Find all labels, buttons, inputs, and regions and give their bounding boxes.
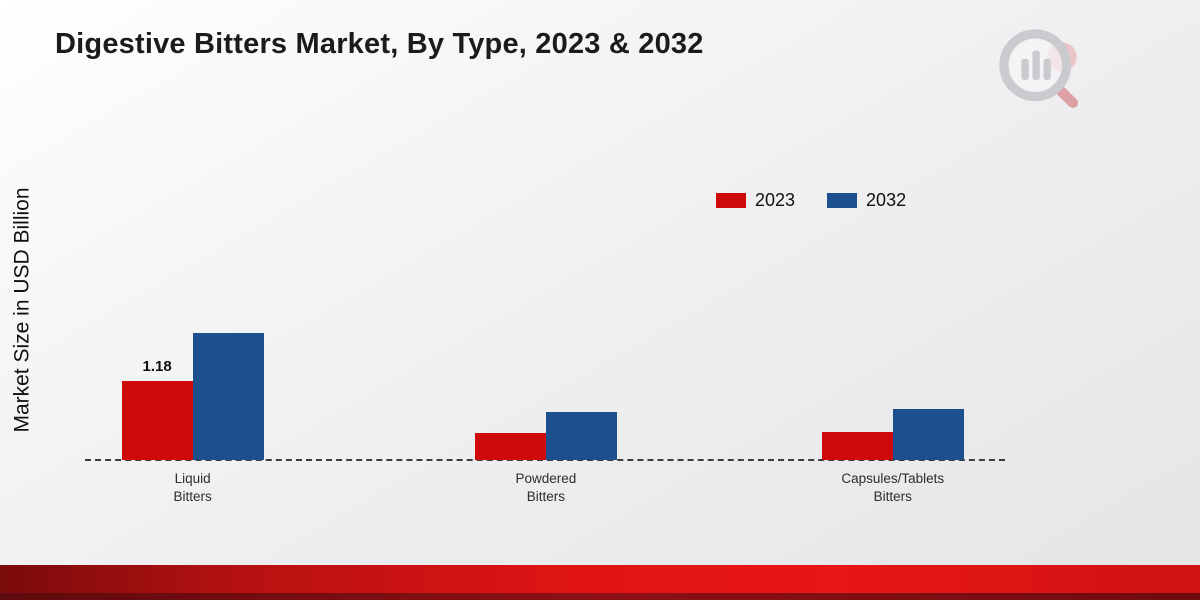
x-axis-category-label: Capsules/Tablets Bitters [841,471,945,505]
legend-swatch-2032 [827,193,858,208]
x-axis-labels: Liquid Bitters Powdered Bitters Capsules/T… [85,470,1005,514]
bottom-ribbon-edge [0,593,1200,600]
legend-item-2032: 2032 [827,190,906,211]
x-axis-category-label: Powdered Bitters [515,471,577,505]
bar-2023-powdered-bitters [474,433,546,460]
legend: 2023 2032 [716,190,906,211]
bar-2032-capsules-tablets-bitters [892,408,964,460]
brand-logo [992,22,1084,114]
legend-label: 2032 [866,190,907,210]
bar-2032-liquid-bitters [192,332,264,460]
bar-2032-powdered-bitters [545,411,617,460]
y-axis-label: Market Size in USD Billion [11,187,34,433]
magnifier-chart-logo-icon [999,29,1079,109]
plot-area: 1.18 [85,160,1005,461]
chart-title: Digestive Bitters Market, By Type, 2023 … [55,28,704,60]
bar-2023-capsules-tablets-bitters [821,431,893,460]
y-axis-label-wrap: Market Size in USD Billion [0,138,46,482]
x-axis-baseline [85,459,1005,461]
legend-swatch-2023 [716,193,746,208]
bar-value-label: 1.18 [142,358,172,376]
bar-2023-liquid-bitters [121,381,193,460]
legend-label: 2023 [755,190,796,210]
bottom-ribbon [0,565,1200,593]
x-axis-category-label: Liquid Bitters [173,471,212,505]
legend-item-2023: 2023 [716,190,795,211]
